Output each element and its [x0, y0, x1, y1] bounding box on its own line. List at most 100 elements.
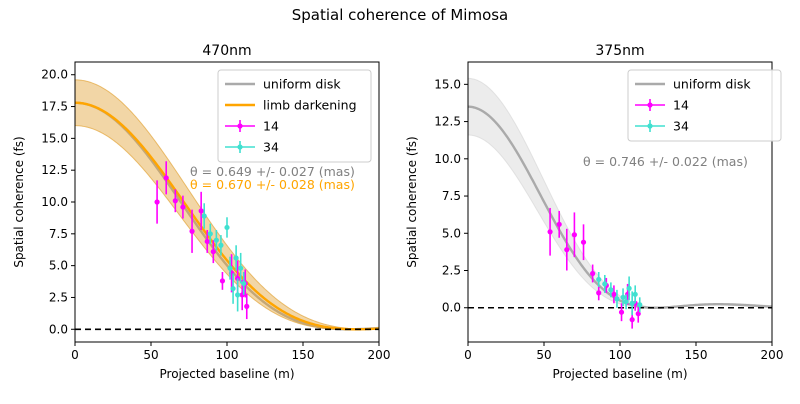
y-axis-label: Spatial coherence (fs) [405, 136, 419, 267]
y-tick-label: 5.0 [49, 259, 68, 273]
figure-suptitle: Spatial coherence of Mimosa [292, 6, 509, 24]
data-point [244, 293, 250, 320]
data-point [210, 240, 216, 264]
series-34 [596, 272, 643, 316]
legend-label: 34 [673, 119, 689, 134]
panel-1: 0 50 100 150 200 0.0 2.5 5.0 7.5 10.0 12.5 15.0 17.5… [12, 43, 390, 381]
model-band [468, 77, 772, 309]
data-marker [547, 229, 553, 235]
data-marker [218, 242, 224, 248]
y-tick-label: 12.5 [434, 115, 461, 129]
data-marker [198, 208, 204, 214]
x-axis-label: Projected baseline (m) [553, 367, 688, 381]
y-tick-label: 2.5 [49, 290, 68, 304]
data-marker [620, 294, 626, 300]
data-point [596, 285, 602, 301]
data-point [189, 209, 195, 253]
theta-annotation: θ = 0.746 +/- 0.022 (mas) [583, 154, 748, 169]
data-marker [596, 290, 602, 296]
legend-entry: 34 [635, 119, 689, 134]
data-point [207, 223, 213, 244]
data-point [233, 245, 239, 271]
data-point [556, 210, 562, 238]
x-tick-label: 0 [464, 348, 472, 362]
data-marker [172, 198, 178, 204]
data-marker [629, 300, 635, 306]
data-marker [637, 302, 643, 308]
series-34 [201, 203, 247, 312]
data-point [547, 207, 553, 256]
data-point [590, 264, 596, 283]
data-marker [201, 213, 207, 219]
data-marker [635, 311, 641, 317]
data-marker [180, 204, 186, 210]
data-marker [210, 249, 216, 255]
x-tick-label: 100 [216, 348, 239, 362]
data-marker [241, 280, 247, 287]
data-point [608, 282, 614, 298]
legend-entry: limb darkening [225, 98, 357, 113]
legend-label: 34 [263, 140, 279, 155]
panel-title: 375nm [595, 43, 644, 59]
legend: uniform disk limb darkening 14 34 [217, 69, 372, 163]
data-marker [235, 292, 241, 298]
y-tick-label: 20.0 [41, 68, 68, 82]
data-point [230, 273, 236, 304]
data-marker [629, 317, 635, 323]
y-tick-label: 12.5 [41, 163, 68, 177]
data-point [571, 212, 578, 258]
legend-swatch-marker [647, 123, 653, 129]
x-tick-label: 200 [761, 348, 784, 362]
data-marker [207, 231, 213, 237]
legend: uniform disk 14 34 [627, 69, 782, 142]
data-marker [580, 239, 587, 245]
data-marker [571, 232, 578, 238]
model-curve-2 [75, 101, 379, 331]
legend-entry: uniform disk [635, 77, 751, 92]
legend-entry: uniform disk [225, 77, 341, 92]
data-point [227, 256, 233, 280]
series-14 [154, 161, 250, 320]
data-point [213, 230, 219, 251]
data-point [235, 278, 241, 312]
data-marker [623, 299, 629, 305]
x-tick-label: 150 [685, 348, 708, 362]
x-tick-label: 150 [292, 348, 315, 362]
data-point [241, 272, 247, 295]
data-marker [608, 287, 614, 293]
y-tick-label: 10.0 [434, 152, 461, 166]
x-tick-label: 50 [143, 348, 158, 362]
data-marker [632, 291, 638, 297]
legend-entry: 14 [225, 119, 279, 134]
plot-area [75, 79, 379, 331]
x-tick-label: 0 [71, 348, 79, 362]
y-tick-label: 5.0 [442, 226, 461, 240]
data-marker [238, 265, 244, 271]
legend-swatch-marker [237, 123, 243, 129]
legend-label: 14 [673, 98, 689, 113]
x-tick-label: 100 [609, 348, 632, 362]
theta-annotation: θ = 0.670 +/- 0.028 (mas) [190, 177, 355, 192]
data-marker [244, 303, 250, 309]
data-point [632, 285, 638, 304]
y-tick-label: 7.5 [442, 189, 461, 203]
y-axis-label: Spatial coherence (fs) [12, 136, 26, 267]
x-tick-label: 200 [368, 348, 391, 362]
theta-annotation: θ = 0.649 +/- 0.027 (mas) [190, 164, 355, 179]
data-point [602, 274, 608, 293]
data-point [614, 289, 620, 308]
legend-entry: 34 [225, 140, 279, 155]
y-tick-label: 0.0 [442, 301, 461, 315]
panel-2: 0 50 100 150 200 0.0 2.5 5.0 7.5 10.0 12.5 15.0 375n… [405, 43, 783, 381]
y-tick-label: 17.5 [41, 100, 68, 114]
data-point [635, 304, 641, 323]
data-point [218, 235, 224, 256]
data-marker [596, 276, 602, 283]
legend-swatch-marker [647, 102, 653, 108]
legend-label: 14 [263, 119, 279, 134]
plot-area [468, 77, 772, 329]
panel-title: 470nm [202, 43, 251, 59]
data-point [596, 272, 602, 287]
